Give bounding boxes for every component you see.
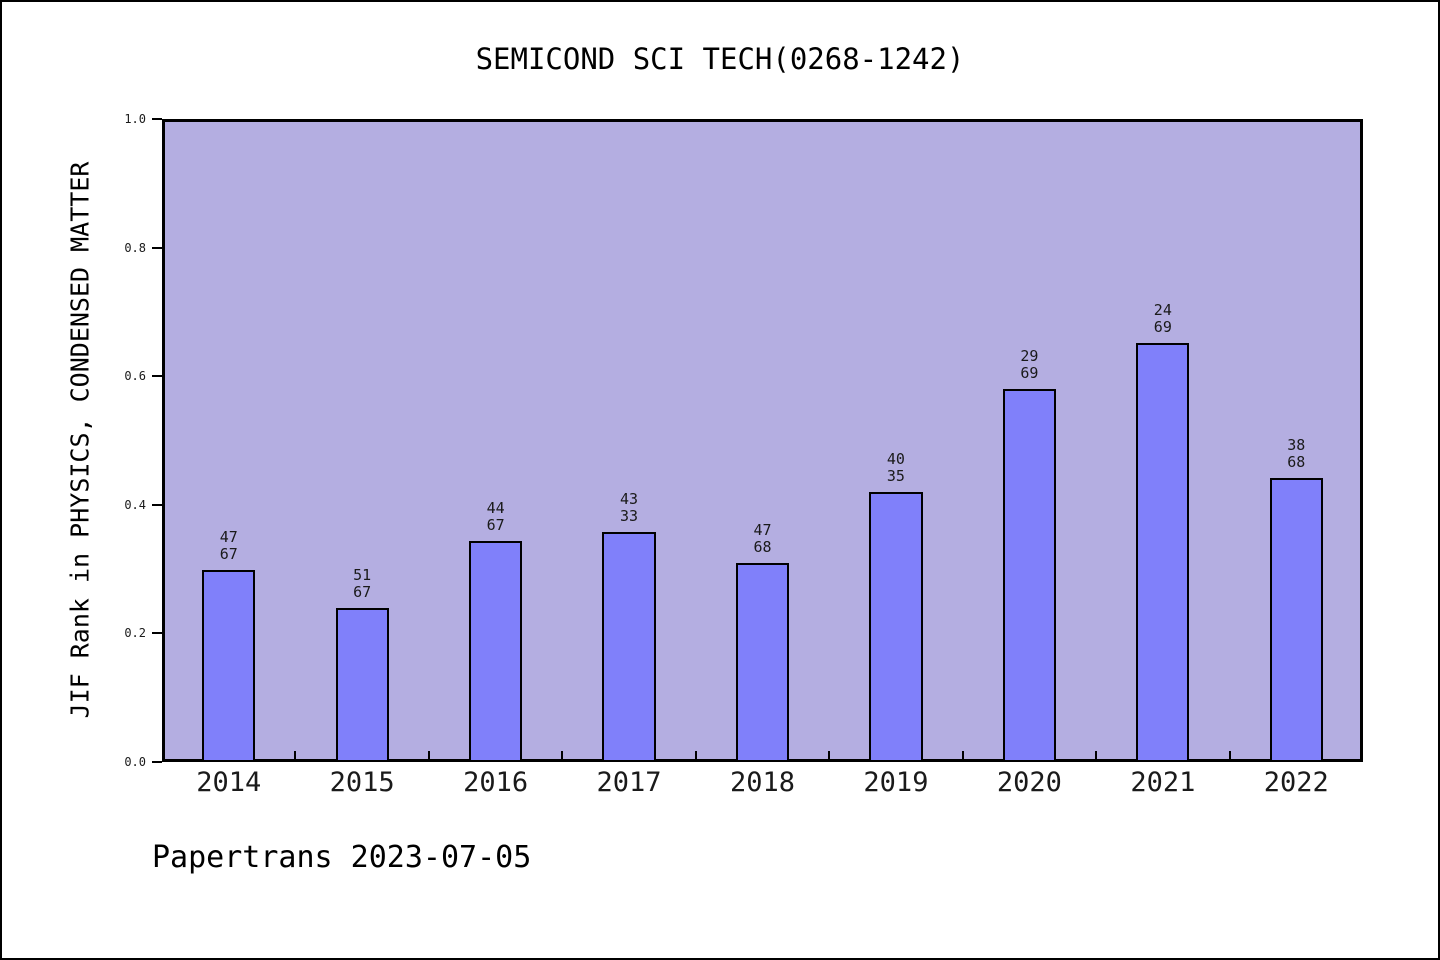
bar bbox=[1269, 478, 1323, 762]
bar-value-label: 47 68 bbox=[753, 521, 772, 556]
x-tick-label: 2020 bbox=[996, 767, 1062, 798]
x-minor-tick bbox=[1095, 751, 1097, 759]
y-tick-mark bbox=[152, 632, 162, 634]
x-minor-tick bbox=[962, 751, 964, 759]
chart-title: SEMICOND SCI TECH(0268-1242) bbox=[475, 42, 965, 76]
x-minor-tick bbox=[1229, 751, 1231, 759]
x-tick-label: 2021 bbox=[1130, 767, 1196, 798]
bar bbox=[869, 492, 923, 762]
bar bbox=[1136, 343, 1190, 762]
y-tick-mark bbox=[152, 504, 162, 506]
bar-value-label: 43 33 bbox=[620, 490, 639, 525]
y-tick-label: 0.0 bbox=[124, 755, 146, 769]
x-tick-label: 2022 bbox=[1263, 767, 1329, 798]
bar-value-label: 47 67 bbox=[219, 528, 238, 563]
bar-value-label: 44 67 bbox=[486, 499, 505, 534]
y-tick-label: 0.6 bbox=[124, 369, 146, 383]
bar bbox=[202, 570, 256, 762]
y-tick-mark bbox=[152, 375, 162, 377]
bar-value-label: 51 67 bbox=[353, 566, 372, 601]
x-tick-label: 2014 bbox=[196, 767, 262, 798]
bar bbox=[735, 563, 790, 762]
x-minor-tick bbox=[561, 751, 563, 759]
x-minor-tick bbox=[428, 751, 430, 759]
annotation-papertrans: Papertrans 2023-07-05 bbox=[152, 840, 532, 875]
x-minor-tick bbox=[828, 751, 830, 759]
bar-value-label: 29 69 bbox=[1020, 347, 1039, 382]
x-tick-label: 2015 bbox=[329, 767, 395, 798]
bar-value-label: 38 68 bbox=[1287, 436, 1306, 471]
bar-value-label: 40 35 bbox=[886, 450, 905, 485]
y-tick-label: 0.8 bbox=[124, 241, 146, 255]
bar-value-label: 24 69 bbox=[1153, 301, 1172, 336]
bar bbox=[602, 532, 656, 762]
y-tick-mark bbox=[152, 761, 162, 763]
x-tick-label: 2017 bbox=[596, 767, 662, 798]
x-tick-label: 2016 bbox=[463, 767, 529, 798]
x-tick-label: 2019 bbox=[863, 767, 929, 798]
bar bbox=[1002, 389, 1057, 762]
y-tick-label: 1.0 bbox=[124, 112, 146, 126]
y-axis-label: JIF Rank in PHYSICS, CONDENSED MATTER bbox=[65, 161, 95, 719]
bar bbox=[468, 541, 523, 762]
y-tick-label: 0.2 bbox=[124, 626, 146, 640]
x-minor-tick bbox=[294, 751, 296, 759]
y-tick-mark bbox=[152, 247, 162, 249]
y-tick-label: 0.4 bbox=[124, 498, 146, 512]
bar bbox=[335, 608, 389, 762]
x-minor-tick bbox=[695, 751, 697, 759]
y-tick-mark bbox=[152, 118, 162, 120]
x-tick-label: 2018 bbox=[729, 767, 796, 798]
